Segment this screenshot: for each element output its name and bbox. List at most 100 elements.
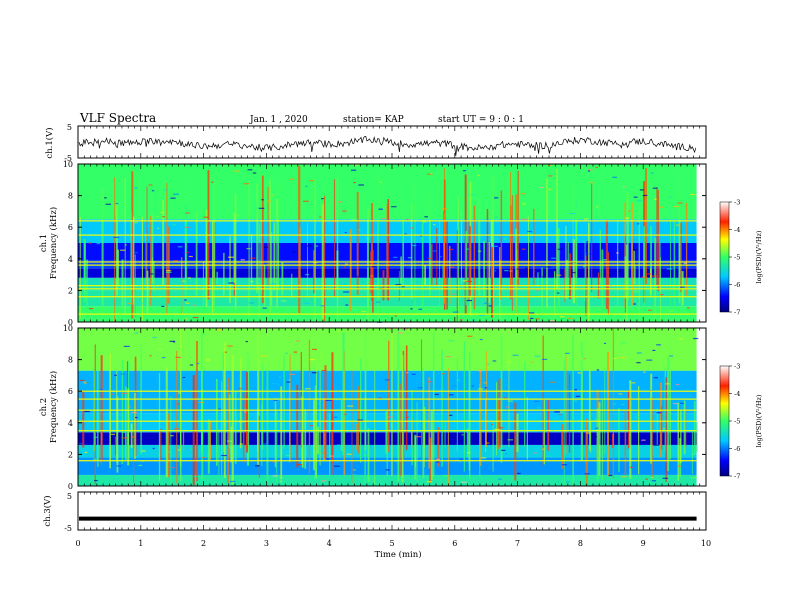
ch1-spec-speckle (177, 246, 183, 248)
ch2-colorbar-label: log(PSD)(V²/Hz) (755, 394, 763, 447)
ch1-spec-speckle (395, 284, 401, 286)
ch1-spec-burst (448, 245, 451, 305)
ch1-spec-speckle (157, 227, 160, 229)
ch1-spec-speckle (184, 318, 188, 320)
ch2-spec-burst (468, 351, 471, 479)
ch2-spec-burst (410, 417, 413, 448)
ch2-spec-speckle (176, 403, 180, 405)
ch1-spec-ylabel: ch.1 (39, 234, 49, 252)
ch2-spec-speckle (604, 342, 607, 345)
ch2-spec-burst (114, 436, 116, 456)
ch2-spec-speckle (479, 338, 483, 341)
ch2-spec-speckle (441, 373, 445, 375)
ch3-ytick-bottom: -5 (64, 524, 72, 533)
ch1-spec-speckle (310, 202, 313, 204)
ch2-spec-burst (543, 400, 546, 465)
ch1-spec-speckle (651, 275, 658, 277)
ch2-spec-speckle (108, 351, 114, 353)
ch2-spec-speckle (158, 348, 162, 351)
ch2-spec-speckle (411, 373, 416, 375)
ch2-spec-burst (257, 332, 260, 465)
ch2-spec-speckle (178, 392, 182, 394)
ch1-spec-burst (527, 259, 529, 321)
ch2-spec-burst (196, 340, 198, 482)
time-tick-label: 7 (515, 539, 520, 548)
ch1-spec-burst (572, 239, 575, 304)
ch1-spec-speckle (352, 164, 359, 166)
ch2-spec-speckle (591, 448, 596, 450)
ch1-spec-speckle (652, 187, 658, 189)
ch1-spec-speckle (642, 194, 648, 197)
ch2-spec-ytick-label: 10 (63, 324, 73, 333)
ch1-spec-speckle (424, 216, 428, 218)
ch1-spec-burst (130, 211, 132, 305)
ch2-spec-speckle (82, 381, 87, 383)
ch3-ytick-top: 5 (67, 492, 72, 501)
ch1-spec-burst (510, 172, 512, 292)
ch2-spec-speckle (202, 333, 207, 335)
ch1-spec-burst (410, 203, 413, 299)
ch1-spec-speckle (633, 196, 638, 198)
ch2-spec-speckle (94, 479, 98, 482)
ch1-spec-burst (457, 197, 459, 322)
ch2-spec-burst (261, 403, 263, 467)
ch1-spec-burst (492, 215, 495, 302)
ch2-spec-speckle (631, 465, 635, 467)
ch1-spec-speckle (252, 172, 257, 174)
ch1-spec-speckle (100, 198, 103, 200)
ch1-spec-speckle (556, 274, 562, 276)
ch2-spec-speckle (255, 465, 260, 467)
ch1-spec-ytick-label: 8 (68, 192, 73, 201)
ch2-spec-speckle (213, 419, 216, 421)
ch2-spec-burst (680, 410, 682, 464)
ch2-spec-speckle (669, 355, 674, 357)
ch1-spec-speckle (471, 319, 477, 321)
ch2-spec-burst (239, 357, 242, 449)
ch2-spec-speckle (226, 440, 233, 442)
ch2-spec-speckle (478, 370, 483, 372)
ch1-spec-speckle (244, 224, 249, 226)
ch1-spec-speckle (343, 283, 347, 285)
ch2-spec-speckle (161, 357, 166, 359)
time-tick-label: 5 (389, 539, 394, 548)
ch2-spec-band (78, 474, 697, 486)
ch1-spectrogram-panel: 0 2 4 6 8 10 ch.1 Frequency (kHz) (39, 160, 707, 327)
ch1-spec-speckle (148, 273, 154, 275)
ch1-spec-speckle (625, 217, 629, 219)
ch2-spec-speckle (177, 449, 181, 451)
ch1-spec-speckle (432, 250, 437, 252)
ch1-spec-speckle (187, 277, 191, 279)
ch1-spec-speckle (619, 241, 625, 243)
ch2-spec-speckle (487, 363, 490, 365)
ch2-spec-speckle (262, 443, 269, 445)
ch2-spec-burst (661, 406, 663, 450)
ch1-spec-speckle (571, 271, 576, 274)
ch1-spec-speckle (351, 219, 358, 221)
ch2-spec-burst (201, 389, 204, 480)
ch1-spec-speckle (188, 255, 193, 258)
ch1-spec-speckle (361, 310, 367, 313)
ch1-spec-burst (643, 226, 646, 318)
ch2-spec-burst (356, 423, 358, 451)
ch1-spec-speckle (253, 207, 260, 209)
ch2-spec-speckle (170, 435, 174, 437)
ch2-spec-burst (416, 402, 418, 483)
ch2-spec-speckle (399, 477, 404, 480)
ch1-spec-speckle (439, 256, 442, 258)
ch2-spec-speckle (534, 355, 541, 357)
ch2-spec-speckle (575, 395, 581, 398)
ch1-spec-speckle (525, 267, 528, 269)
ch2-spec-burst (693, 400, 696, 455)
ch2-spec-speckle (357, 419, 364, 421)
ch2-spec-speckle (131, 411, 137, 414)
ch1-spec-speckle (165, 271, 172, 273)
ch1-spec-speckle (404, 319, 407, 321)
ch2-spec-speckle (620, 342, 626, 344)
ch2-spec-burst (421, 339, 423, 476)
ch1-spec-speckle (105, 203, 112, 205)
ch2-spec-speckle (149, 355, 152, 357)
ch1-spec-speckle (551, 257, 557, 259)
ch1-spec-speckle (250, 257, 256, 259)
ch1-spec-speckle (539, 186, 544, 189)
ch2-spec-speckle (645, 478, 648, 480)
